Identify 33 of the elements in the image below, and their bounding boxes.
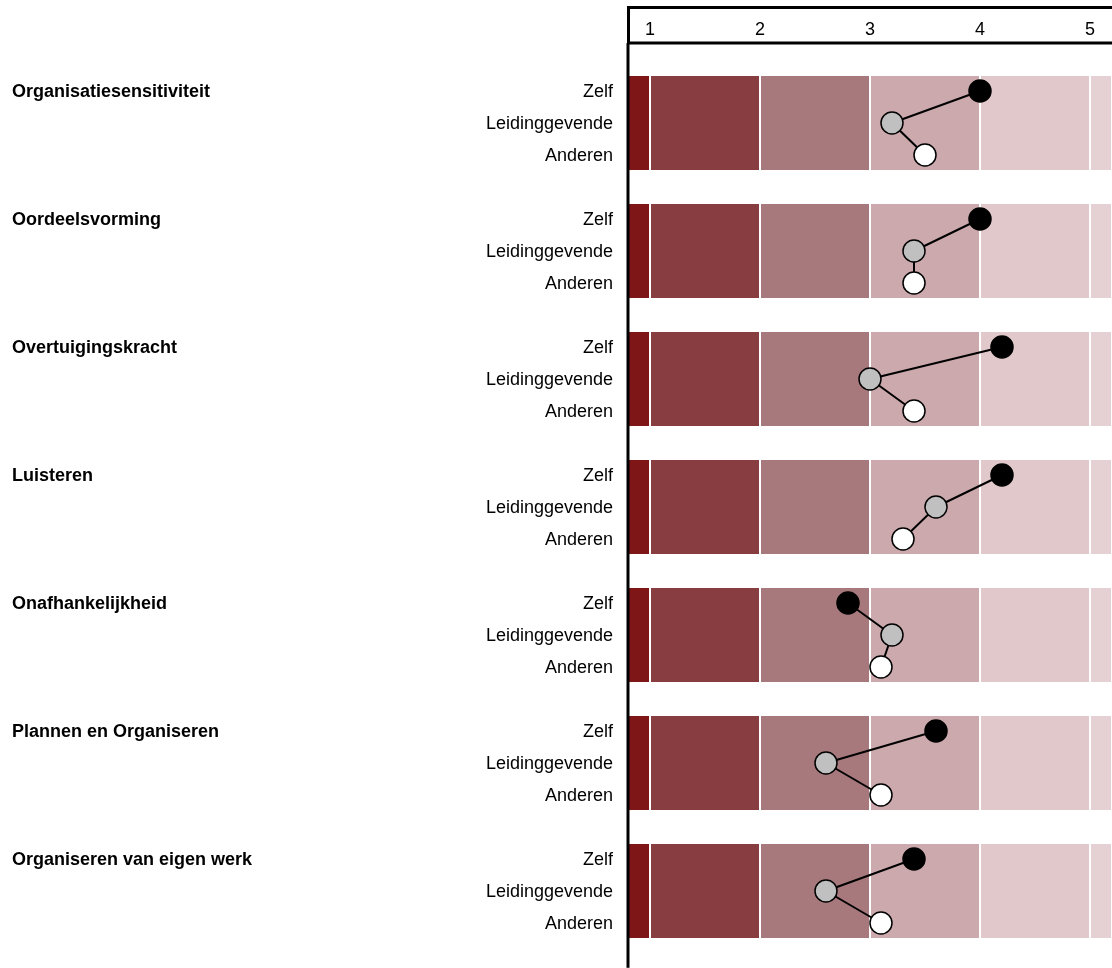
y-tick-label: Zelf (582, 465, 614, 486)
y-tick-label: Anderen (544, 529, 613, 550)
y-axis-title: Organisatiesensitiviteit (12, 81, 211, 101)
x-tick-label: 4 (974, 19, 986, 39)
y-tick-label: Zelf (583, 849, 614, 870)
y-tick-label: Anderen (544, 145, 613, 166)
y-tick-label: Anderen (545, 913, 613, 934)
y-tick-label: Leidinggevende (485, 241, 613, 262)
y-tick-label: Anderen (544, 785, 613, 806)
y-axis-title: Oordeelsvorming (12, 209, 162, 229)
y-axis-title: Overtuigingskracht (12, 337, 178, 357)
x-tick-label: 3 (864, 19, 876, 39)
y-tick-label: Leidinggevende (485, 113, 613, 134)
y-axis-title: Onafhankelijkheid (12, 593, 168, 613)
y-axis-title: Luisteren (12, 465, 94, 485)
x-tick-label: 2 (754, 19, 766, 39)
y-tick-label: Zelf (582, 593, 614, 614)
x-tick-label: 1 (644, 19, 656, 39)
y-tick-label: Leidinggevende (485, 625, 613, 646)
y-tick-label: Zelf (582, 81, 614, 102)
y-tick-label: Leidinggevende (485, 497, 613, 518)
y-tick-label: Leidinggevende (485, 881, 613, 902)
y-tick-label: Zelf (582, 337, 614, 358)
y-tick-label: Anderen (544, 401, 613, 422)
y-tick-label: Zelf (582, 209, 614, 230)
y-tick-label: Anderen (544, 273, 613, 294)
x-tick-label: 5 (1084, 19, 1096, 39)
y-axis-title: Organiseren van eigen werk (12, 849, 253, 869)
y-tick-label: Zelf (582, 721, 614, 742)
y-tick-label: Anderen (544, 657, 613, 678)
y-tick-label: Leidinggevende (485, 753, 613, 774)
y-axis-title: Plannen en Organiseren (12, 721, 220, 741)
y-tick-label: Leidinggevende (485, 369, 613, 390)
